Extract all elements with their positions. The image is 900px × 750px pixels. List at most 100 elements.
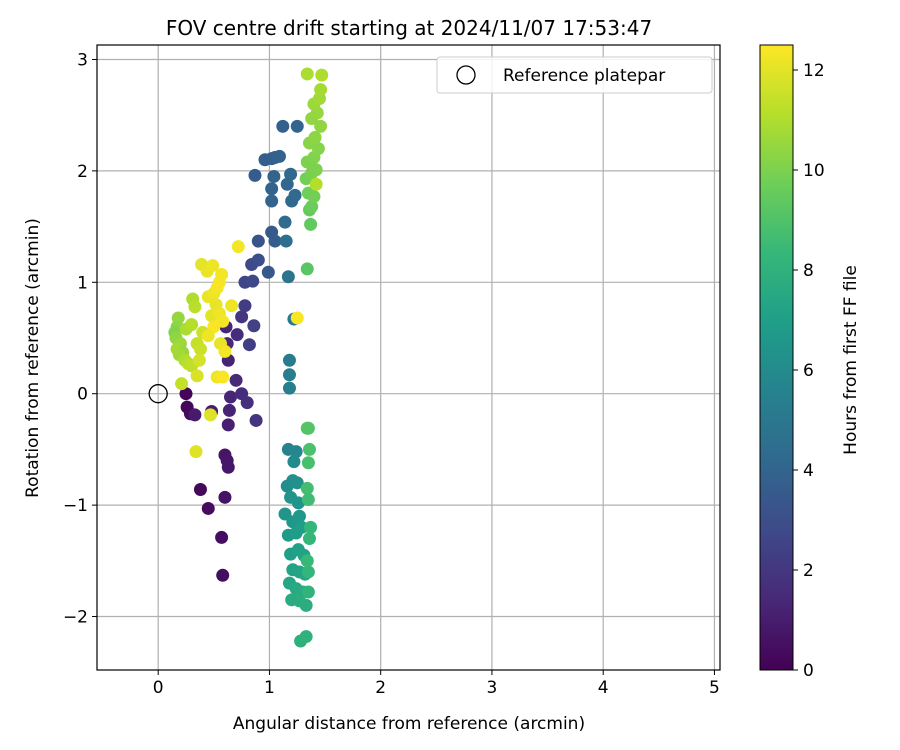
scatter-point: [295, 520, 309, 534]
scatter-point: [203, 408, 217, 422]
scatter-point: [282, 381, 296, 395]
scatter-point: [201, 501, 215, 515]
scatter-point: [288, 188, 302, 202]
x-tick-label: 5: [709, 678, 720, 698]
colorbar-ticks: 0 2 4 6 8 10 12: [793, 61, 825, 681]
scatter-point: [190, 369, 204, 383]
scatter-point: [188, 408, 202, 422]
scatter-point: [251, 234, 265, 248]
scatter-point: [301, 456, 315, 470]
plot-frame: [96, 44, 721, 671]
scatter-point: [265, 182, 279, 196]
scatter-point: [302, 532, 316, 546]
scatter-point: [300, 262, 314, 276]
scatter-point: [249, 413, 263, 427]
scatter-point: [221, 460, 235, 474]
scatter-point: [216, 370, 230, 384]
scatter-point: [305, 200, 319, 214]
scatter-point: [280, 177, 294, 191]
scatter-point: [192, 353, 206, 367]
scatter-point: [282, 353, 296, 367]
scatter-points: [168, 67, 329, 648]
scatter-point: [284, 167, 298, 181]
scatter-point: [272, 149, 286, 163]
scatter-point: [292, 509, 306, 523]
scatter-point: [218, 490, 232, 504]
scatter-point: [302, 442, 316, 456]
colorbar-gradient: [759, 44, 794, 671]
scatter-point: [230, 328, 244, 342]
scatter-point: [215, 530, 229, 544]
colorbar-tick-label: 4: [803, 461, 814, 481]
scatter-point: [300, 67, 314, 81]
chart-title: FOV centre drift starting at 2024/11/07 …: [166, 16, 652, 40]
colorbar-tick-label: 8: [803, 261, 814, 281]
x-tick-label: 2: [375, 678, 386, 698]
legend: Reference platepar: [436, 56, 713, 94]
reference-platepar-marker: [148, 384, 168, 404]
colorbar-tick-label: 2: [803, 561, 814, 581]
colorbar-label: Hours from first FF file: [841, 265, 861, 455]
scatter-point: [290, 119, 304, 133]
scatter-point: [300, 421, 314, 435]
reference-marker-layer: [148, 384, 168, 404]
colorbar-tick-label: 10: [803, 161, 825, 181]
legend-entry-label: Reference platepar: [503, 66, 665, 86]
scatter-point: [300, 481, 314, 495]
scatter-point: [265, 194, 279, 208]
scatter-point: [247, 319, 261, 333]
scatter-point: [314, 119, 328, 133]
scatter-point: [300, 554, 314, 568]
scatter-point: [278, 215, 292, 229]
x-axis: 0 1 2 3 4 5: [153, 670, 720, 698]
scatter-point: [299, 630, 313, 644]
scatter-point: [235, 310, 249, 324]
scatter-point: [225, 299, 239, 313]
scatter-point: [222, 403, 236, 417]
scatter-point: [248, 168, 262, 182]
scatter-point: [206, 259, 220, 273]
colorbar-tick-label: 12: [803, 61, 825, 81]
scatter-point: [221, 418, 235, 432]
x-tick-label: 0: [153, 678, 164, 698]
scatter-point: [231, 240, 245, 254]
scatter-point: [224, 390, 237, 404]
y-axis-label: Rotation from reference (arcmin): [23, 218, 43, 498]
scatter-point: [304, 520, 318, 534]
scatter-point: [276, 119, 290, 133]
grid: [97, 45, 720, 670]
x-tick-label: 4: [598, 678, 609, 698]
scatter-point: [290, 311, 304, 325]
scatter-point: [193, 342, 207, 356]
scatter-point: [290, 476, 304, 490]
scatter-point: [291, 496, 305, 510]
scatter-point: [261, 265, 275, 279]
scatter-point: [279, 234, 293, 248]
scatter-point: [215, 268, 229, 282]
scatter-point: [251, 253, 265, 267]
scatter-point: [289, 445, 303, 459]
colorbar: 0 2 4 6 8 10 12 Hours from first FF file: [759, 44, 861, 681]
colorbar-tick-label: 0: [803, 661, 814, 681]
scatter-point: [304, 217, 318, 231]
scatter-point: [314, 83, 328, 97]
y-tick-label: −2: [63, 608, 88, 628]
scatter-point: [218, 344, 232, 358]
scatter-point: [282, 368, 296, 382]
scatter-point: [301, 565, 315, 579]
scatter-point: [246, 274, 260, 288]
y-tick-label: 3: [77, 50, 88, 70]
scatter-point: [309, 177, 323, 191]
scatter-point: [242, 338, 256, 352]
legend-box: [436, 56, 713, 94]
x-tick-label: 1: [264, 678, 275, 698]
scatter-point: [188, 300, 202, 314]
scatter-point: [189, 445, 203, 459]
scatter-point: [240, 396, 254, 410]
y-tick-label: −1: [63, 496, 88, 516]
scatter-point: [309, 163, 323, 177]
scatter-point: [179, 387, 193, 401]
scatter-point: [185, 318, 199, 332]
